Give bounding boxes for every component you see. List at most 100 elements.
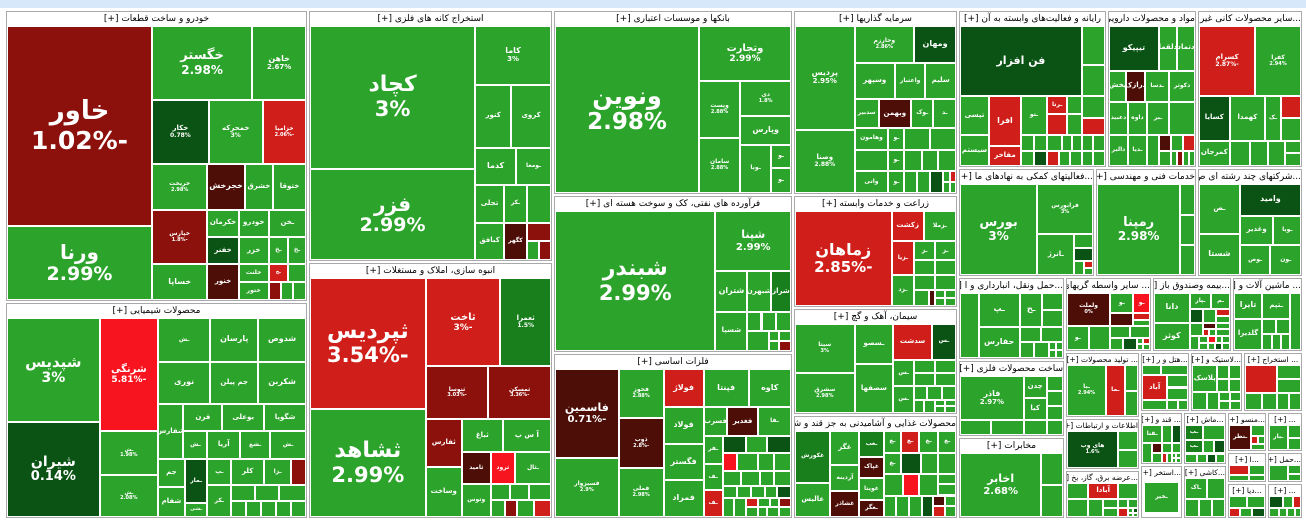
stock-tile[interactable] [1229, 507, 1240, 517]
stock-tile-شستا[interactable]: شستا [1199, 234, 1240, 275]
stock-tile-ـخن[interactable]: ـخن [268, 209, 306, 237]
stock-tile[interactable] [1288, 473, 1301, 481]
stock-tile[interactable] [1207, 478, 1225, 500]
stock-tile-شگویا[interactable]: شگویا [264, 403, 306, 432]
stock-tile[interactable] [1293, 496, 1301, 508]
stock-tile-وبهمن[interactable]: وبهمن [878, 99, 911, 128]
stock-tile-ـد[interactable]: ـد [933, 99, 956, 128]
stock-tile[interactable] [1081, 118, 1105, 136]
stock-tile[interactable] [779, 331, 791, 342]
stock-tile[interactable] [1166, 453, 1172, 463]
stock-tile[interactable] [746, 435, 768, 454]
stock-tile[interactable] [914, 289, 929, 306]
stock-tile[interactable] [1041, 485, 1063, 517]
sector-title[interactable]: سیمان، آهک و گچ [+] [795, 310, 956, 324]
stock-tile-ـزملا[interactable]: ـزملا [923, 211, 956, 242]
stock-tile[interactable] [1047, 150, 1059, 166]
stock-tile-فمراد[interactable]: فمراد [663, 480, 704, 517]
stock-tile[interactable] [1019, 342, 1035, 358]
stock-tile[interactable] [935, 372, 956, 387]
stock-tile-خمحرکه[interactable]: خمحرکه 3% [208, 99, 263, 165]
stock-tile-ثامید[interactable]: ثامید [461, 452, 491, 484]
stock-tile-فپنتا[interactable]: فپنتا [703, 369, 749, 408]
stock-tile[interactable] [1067, 96, 1082, 115]
stock-tile-نوری[interactable]: نوری [157, 361, 211, 404]
stock-tile[interactable] [760, 471, 775, 486]
stock-tile[interactable] [1083, 268, 1093, 275]
stock-tile-فسرب[interactable]: فسرب [703, 407, 728, 436]
stock-tile[interactable] [1118, 499, 1129, 509]
stock-tile[interactable] [722, 435, 747, 454]
stock-tile[interactable] [1269, 465, 1289, 481]
stock-tile-ـوک[interactable]: ـوک [910, 99, 934, 128]
stock-tile-کچاد[interactable]: کچاد 3% [310, 26, 476, 169]
stock-tile-خاهن[interactable]: خاهن 2.67% [252, 26, 306, 100]
stock-tile[interactable] [1167, 387, 1188, 401]
sector-title[interactable]: زراعت و خدمات وابسته [+] [795, 197, 956, 211]
stock-tile-ـف[interactable]: ـف [703, 463, 723, 491]
stock-tile[interactable] [1176, 458, 1181, 463]
stock-tile[interactable] [1203, 308, 1217, 323]
stock-tile[interactable] [1074, 234, 1093, 248]
stock-tile[interactable] [1258, 436, 1265, 444]
stock-tile-خگستر[interactable]: خگستر 2.98% [152, 26, 253, 100]
stock-tile[interactable] [1229, 401, 1241, 410]
stock-tile-ـبار[interactable]: ـبار [1269, 425, 1288, 450]
stock-tile-خشرق[interactable]: خشرق [244, 164, 274, 210]
stock-tile[interactable] [1020, 150, 1034, 166]
stock-tile-سامان[interactable]: سامان 2.88% [698, 137, 741, 193]
stock-tile[interactable] [1047, 135, 1062, 151]
stock-tile[interactable] [1286, 507, 1295, 517]
stock-tile[interactable] [1251, 443, 1265, 450]
stock-tile[interactable] [1152, 453, 1163, 463]
stock-tile[interactable] [1143, 338, 1150, 344]
stock-tile[interactable] [935, 297, 945, 306]
sector-title[interactable]: ... [+] [1269, 414, 1301, 425]
stock-tile[interactable] [1152, 443, 1163, 454]
stock-tile[interactable] [750, 485, 766, 498]
stock-tile[interactable] [1222, 336, 1230, 344]
stock-tile[interactable] [746, 497, 758, 507]
stock-tile-ـب[interactable]: ـب [1185, 425, 1203, 441]
stock-tile[interactable] [1217, 365, 1230, 379]
sector-title[interactable]: سرمایه گذاریها [+] [795, 12, 956, 26]
stock-tile[interactable] [914, 372, 936, 387]
stock-tile[interactable] [944, 406, 956, 413]
stock-tile[interactable] [1088, 326, 1111, 350]
stock-tile[interactable] [944, 505, 956, 517]
stock-tile[interactable] [1284, 140, 1301, 154]
stock-tile-ـو[interactable]: ـو [1110, 293, 1134, 313]
stock-tile[interactable] [922, 149, 939, 172]
stock-tile-وخارزم[interactable]: وخارزم 2.86% [854, 26, 915, 63]
stock-tile-دلقما[interactable]: دلقما [1158, 26, 1177, 71]
sector-title[interactable]: ...بیمه وصندوق باز [+] [1154, 279, 1230, 293]
stock-tile-کاما[interactable]: کاما 3% [475, 26, 551, 85]
stock-tile[interactable] [526, 241, 539, 260]
stock-tile[interactable] [1189, 336, 1199, 350]
stock-tile[interactable] [1217, 378, 1230, 392]
stock-tile-ـشغ[interactable]: ـشغ [240, 431, 271, 460]
stock-tile[interactable] [902, 474, 919, 496]
stock-tile-مفاخر[interactable]: مفاخر [989, 146, 1021, 166]
stock-tile-خپارس[interactable]: خپارس -1.8% [152, 209, 208, 265]
stock-tile[interactable] [1180, 184, 1195, 215]
stock-tile[interactable] [1136, 338, 1144, 344]
stock-tile-رمپنا[interactable]: رمپنا 2.98% [1097, 184, 1181, 275]
stock-tile[interactable] [938, 149, 956, 172]
stock-tile-شکربن[interactable]: شکربن [258, 361, 306, 404]
stock-tile-ذوب[interactable]: ذوب -2.8% [618, 417, 664, 469]
stock-tile[interactable] [941, 386, 956, 400]
stock-tile-ونوین[interactable]: ونوین 2.98% [555, 26, 699, 193]
sector-title[interactable]: ...شرکتهای چند رشته ای ص [+] [1199, 170, 1301, 184]
stock-tile-وامید[interactable]: وامید [1239, 184, 1301, 216]
sector-title[interactable]: ...لاستیک و [+] [1192, 354, 1241, 365]
stock-tile-کوثر[interactable]: کوثر [1154, 322, 1190, 350]
stock-tile-ـک[interactable]: ـک [1265, 96, 1281, 141]
stock-tile[interactable] [1128, 512, 1134, 517]
stock-tile[interactable] [854, 149, 889, 172]
stock-tile[interactable] [1046, 420, 1063, 435]
stock-tile-فغدیر[interactable]: فغدیر [727, 407, 758, 436]
stock-tile-ـتپم[interactable]: ـتپم [1262, 293, 1291, 319]
stock-tile[interactable] [943, 182, 950, 193]
stock-tile-دالبر[interactable]: دالبر [1109, 135, 1128, 166]
